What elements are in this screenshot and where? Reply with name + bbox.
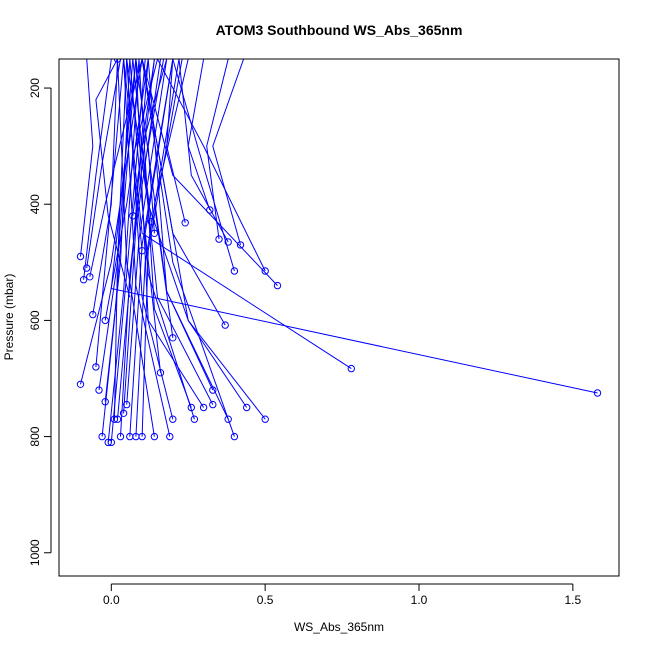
x-axis-label: WS_Abs_365nm [294,620,384,634]
data-point-46 [101,316,109,325]
y-axis-label: Pressure (mbar) [2,274,16,361]
data-point-42 [150,229,159,238]
series-line-3 [86,59,121,269]
series-line-38 [206,59,229,240]
data-point-40 [224,238,232,246]
data-point-23 [261,415,269,423]
y-tick-label: 800 [28,426,42,446]
series-line-29 [135,59,205,408]
data-point-2 [79,276,88,284]
series-line-39 [187,59,211,211]
series-line-22 [141,59,235,437]
data-point-31 [209,386,217,394]
series-line-35 [157,59,266,272]
data-point-25 [190,415,199,423]
series-line-34 [141,59,278,286]
y-tick-label: 200 [28,78,42,98]
series-line-48 [132,59,168,216]
data-point-13 [113,415,122,423]
series-line-6 [95,59,125,367]
x-tick-label: 0.0 [103,593,120,607]
data-point-45 [76,380,85,388]
data-point-32 [593,389,602,397]
series-line-2 [83,59,112,280]
data-point-7 [95,386,103,394]
data-point-39 [206,206,214,214]
series-line-0 [95,59,131,298]
data-point-6 [92,363,100,371]
series-line-44 [141,59,226,326]
series-line-5 [92,59,118,315]
data-point-50 [156,369,165,377]
series-line-47 [132,59,158,251]
data-point-20 [150,432,159,441]
data-point-30 [187,403,196,412]
chart-title: ATOM3 Southbound WS_Abs_365nm [216,22,463,38]
data-point-36 [230,267,239,275]
data-point-16 [123,400,131,409]
x-tick-label: 0.5 [257,593,274,607]
series-line-50 [144,59,174,373]
series-line-25 [129,59,195,420]
series-line-37 [212,59,245,246]
y-tick-label: 600 [28,310,42,330]
x-axis: 0.0 0.5 1.0 1.5 [103,583,582,607]
series-line-12 [113,59,128,420]
series-line-33 [123,59,352,370]
x-tick-label: 1.5 [565,593,582,607]
series-line-46 [104,59,149,321]
data-point-43 [147,218,156,226]
data-point-19 [138,432,146,441]
series-line-28 [132,59,214,405]
y-tick-label: 1000 [28,539,42,566]
series-line-1 [80,59,94,257]
data-point-37 [236,241,245,249]
series-line-20 [117,59,155,437]
series-line-30 [138,59,192,408]
y-axis: 200 400 600 800 1000 [28,78,52,566]
series-line-23 [126,59,266,420]
series-line-9 [104,59,131,402]
data-point-34 [273,281,282,290]
series-line-49 [153,59,189,338]
data-point-8 [98,432,106,441]
data-point-28 [209,400,217,409]
data-point-49 [169,334,177,342]
data-point-48 [129,212,137,220]
data-point-47 [138,247,146,255]
data-point-1 [76,252,85,261]
series-line-41 [166,59,186,223]
series-line-17 [129,59,174,437]
data-point-29 [199,403,208,412]
data-point-24 [224,415,232,423]
data-point-11 [107,438,116,447]
y-tick-label: 400 [28,194,42,214]
data-point-3 [83,264,91,272]
data-point-41 [181,219,189,227]
data-point-22 [230,432,239,441]
series-line-40 [178,59,229,243]
series-line-4 [89,59,143,277]
data-point-33 [347,364,355,373]
series-layer [76,59,602,447]
x-tick-label: 1.0 [411,593,428,607]
data-point-35 [261,267,269,275]
data-point-44 [221,321,229,329]
data-point-21 [166,432,174,441]
data-point-26 [169,415,177,423]
series-line-45 [80,59,143,385]
data-point-14 [116,432,125,441]
data-point-27 [243,403,251,412]
plot-frame [58,58,620,577]
data-point-38 [215,235,223,243]
data-point-5 [89,310,97,319]
data-point-4 [86,273,94,281]
data-point-9 [101,398,109,406]
data-point-15 [119,409,128,417]
